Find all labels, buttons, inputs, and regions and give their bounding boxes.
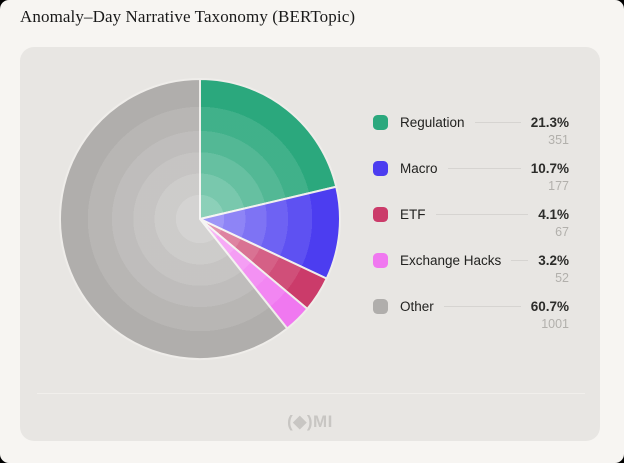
legend-swatch <box>373 115 388 130</box>
legend-label: ETF <box>400 207 426 222</box>
legend-row-top: ETF 4.1% <box>373 206 569 223</box>
chart-legend: Regulation 21.3% 351 Macro 10.7% 177 <box>373 114 569 344</box>
legend-row-other[interactable]: Other 60.7% 1001 <box>373 298 569 331</box>
legend-label: Exchange Hacks <box>400 253 502 268</box>
legend-row-etf[interactable]: ETF 4.1% 67 <box>373 206 569 239</box>
legend-row-top: Other 60.7% <box>373 298 569 315</box>
legend-label: Regulation <box>400 115 465 130</box>
legend-row-macro[interactable]: Macro 10.7% 177 <box>373 160 569 193</box>
legend-row-regulation[interactable]: Regulation 21.3% 351 <box>373 114 569 147</box>
pie-chart <box>59 78 341 360</box>
legend-count: 177 <box>548 179 569 193</box>
legend-percent: 4.1% <box>538 207 569 222</box>
brand-logo: (◆)MI <box>287 412 333 431</box>
legend-percent: 3.2% <box>538 253 569 268</box>
legend-count: 1001 <box>541 317 569 331</box>
legend-percent: 60.7% <box>530 299 569 314</box>
legend-leader-line <box>447 168 521 169</box>
legend-leader-line <box>511 260 529 261</box>
legend-label: Other <box>400 299 434 314</box>
legend-swatch <box>373 253 388 268</box>
legend-percent: 21.3% <box>530 115 569 130</box>
pie-slice-other[interactable] <box>59 78 289 360</box>
legend-row-top: Macro 10.7% <box>373 160 569 177</box>
legend-percent: 10.7% <box>530 161 569 176</box>
legend-swatch <box>373 207 388 222</box>
legend-count: 67 <box>555 225 569 239</box>
pie-slice-macro[interactable] <box>199 185 341 280</box>
legend-leader-line <box>443 306 521 307</box>
legend-leader-line <box>474 122 521 123</box>
legend-row-top: Exchange Hacks 3.2% <box>373 252 569 269</box>
legend-swatch <box>373 299 388 314</box>
footer-divider <box>37 393 585 394</box>
legend-count: 351 <box>548 133 569 147</box>
pie-chart-area <box>58 77 342 361</box>
legend-row-top: Regulation 21.3% <box>373 114 569 131</box>
chart-card: Regulation 21.3% 351 Macro 10.7% 177 <box>20 47 600 441</box>
legend-row-exchange-hacks[interactable]: Exchange Hacks 3.2% 52 <box>373 252 569 285</box>
legend-leader-line <box>435 214 529 215</box>
legend-swatch <box>373 161 388 176</box>
pie-slice-regulation[interactable] <box>199 78 338 220</box>
legend-label: Macro <box>400 161 438 176</box>
legend-count: 52 <box>555 271 569 285</box>
page-title: Anomaly–Day Narrative Taxonomy (BERTopic… <box>20 7 356 26</box>
